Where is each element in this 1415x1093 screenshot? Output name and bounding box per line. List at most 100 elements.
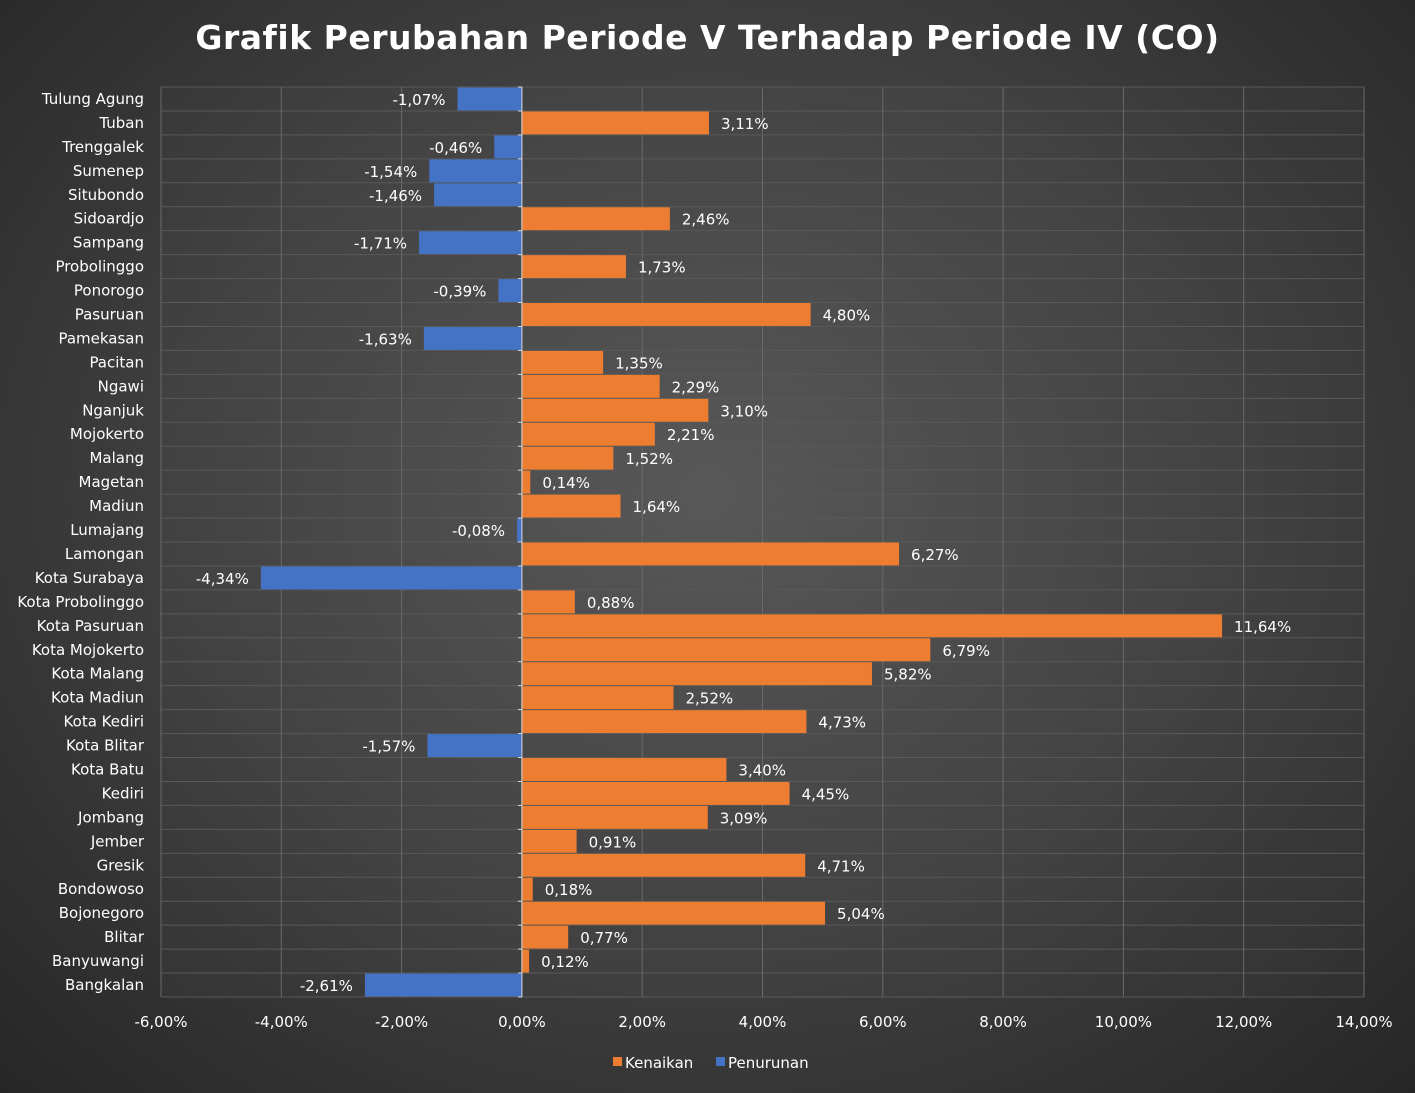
data-label: 0,12% — [541, 953, 589, 971]
category-label: Kota Surabaya — [35, 569, 144, 587]
bar — [521, 207, 670, 231]
data-label: 4,80% — [823, 307, 871, 325]
category-label: Pamekasan — [58, 329, 144, 347]
bar — [419, 231, 522, 255]
bar — [364, 973, 522, 997]
data-label: 0,77% — [580, 929, 628, 947]
category-label: Ponorogo — [74, 282, 144, 300]
category-label: Pasuruan — [75, 306, 144, 324]
category-label: Kota Probolinggo — [17, 593, 144, 611]
bar — [521, 542, 900, 566]
data-label: 11,64% — [1234, 618, 1291, 636]
data-label: 2,21% — [667, 426, 715, 444]
x-tick-label: 0,00% — [498, 1013, 546, 1031]
category-label: Bondowoso — [58, 880, 144, 898]
category-label: Nganjuk — [82, 401, 144, 419]
category-label: Bojonegoro — [59, 904, 144, 922]
bar — [521, 901, 826, 925]
bar — [521, 494, 621, 518]
category-label: Blitar — [104, 928, 145, 946]
x-tick-label: 10,00% — [1095, 1013, 1152, 1031]
bar — [517, 518, 522, 542]
bar — [521, 925, 569, 949]
bar — [521, 662, 872, 686]
bar — [521, 758, 727, 781]
bar — [521, 422, 655, 446]
bar — [521, 853, 806, 877]
x-tick-label: 4,00% — [739, 1013, 787, 1031]
data-label: 0,88% — [587, 594, 635, 612]
x-tick-label: 12,00% — [1215, 1013, 1272, 1031]
data-label: -1,46% — [369, 187, 422, 205]
data-label: 4,73% — [818, 714, 866, 732]
bar — [521, 710, 807, 734]
legend-swatch — [613, 1057, 622, 1066]
data-label: 4,71% — [817, 857, 865, 875]
legend-swatch — [716, 1057, 725, 1066]
data-label: 2,29% — [672, 378, 720, 396]
data-label: -0,46% — [429, 139, 482, 157]
category-label: Situbondo — [68, 186, 144, 204]
bar — [521, 111, 709, 135]
bar — [521, 590, 575, 614]
category-label: Jember — [90, 832, 145, 850]
chart-title: Grafik Perubahan Periode V Terhadap Peri… — [195, 18, 1220, 57]
category-label: Trenggalek — [61, 138, 144, 156]
data-label: 1,35% — [615, 354, 663, 372]
bar — [521, 614, 1223, 638]
data-label: -0,08% — [452, 522, 505, 540]
data-label: 3,11% — [721, 115, 769, 133]
x-tick-label: -6,00% — [134, 1013, 187, 1031]
legend-label: Penurunan — [728, 1054, 809, 1072]
data-label: 3,09% — [720, 809, 768, 827]
category-label: Kota Mojokerto — [32, 641, 144, 659]
data-label: 0,18% — [545, 881, 593, 899]
data-label: 4,45% — [802, 785, 850, 803]
bar — [521, 255, 626, 279]
data-label: -1,54% — [364, 163, 417, 181]
bar — [423, 326, 522, 350]
category-label: Kota Malang — [51, 665, 144, 683]
category-label: Madiun — [89, 497, 144, 515]
data-label: -2,61% — [300, 977, 353, 995]
data-label: -4,34% — [196, 570, 249, 588]
data-label: 6,27% — [911, 546, 959, 564]
bar — [521, 638, 931, 662]
category-label: Tuban — [98, 114, 144, 132]
category-label: Banyuwangi — [52, 952, 144, 970]
data-label: -1,63% — [359, 330, 412, 348]
data-label: 1,64% — [633, 498, 681, 516]
bar — [521, 877, 533, 901]
data-label: 5,04% — [837, 905, 885, 923]
category-label: Jombang — [77, 808, 144, 826]
bar — [521, 949, 530, 973]
bar — [521, 805, 708, 829]
data-label: 0,91% — [589, 833, 637, 851]
category-label: Malang — [89, 449, 144, 467]
bar — [521, 350, 604, 374]
data-label: 2,46% — [682, 211, 730, 229]
category-label: Kediri — [102, 784, 144, 802]
category-label: Tulung Agung — [41, 90, 144, 108]
data-label: 3,40% — [738, 762, 786, 780]
category-label: Mojokerto — [70, 425, 144, 443]
bar — [494, 135, 522, 159]
category-label: Kota Batu — [71, 761, 144, 779]
data-label: 3,10% — [720, 402, 768, 420]
category-label: Bangkalan — [65, 976, 144, 994]
x-tick-label: 8,00% — [979, 1013, 1027, 1031]
category-label: Gresik — [97, 856, 145, 874]
category-label: Sampang — [73, 234, 144, 252]
data-label: -1,07% — [392, 91, 445, 109]
category-label: Lamongan — [65, 545, 144, 563]
data-label: 1,73% — [638, 259, 686, 277]
bar — [521, 398, 709, 422]
data-label: 2,52% — [685, 690, 733, 708]
x-tick-label: 6,00% — [859, 1013, 907, 1031]
x-tick-label: -4,00% — [255, 1013, 308, 1031]
data-label: 5,82% — [884, 666, 932, 684]
category-label: Magetan — [79, 473, 144, 491]
bar — [521, 303, 811, 326]
category-label: Kota Pasuruan — [37, 617, 144, 635]
